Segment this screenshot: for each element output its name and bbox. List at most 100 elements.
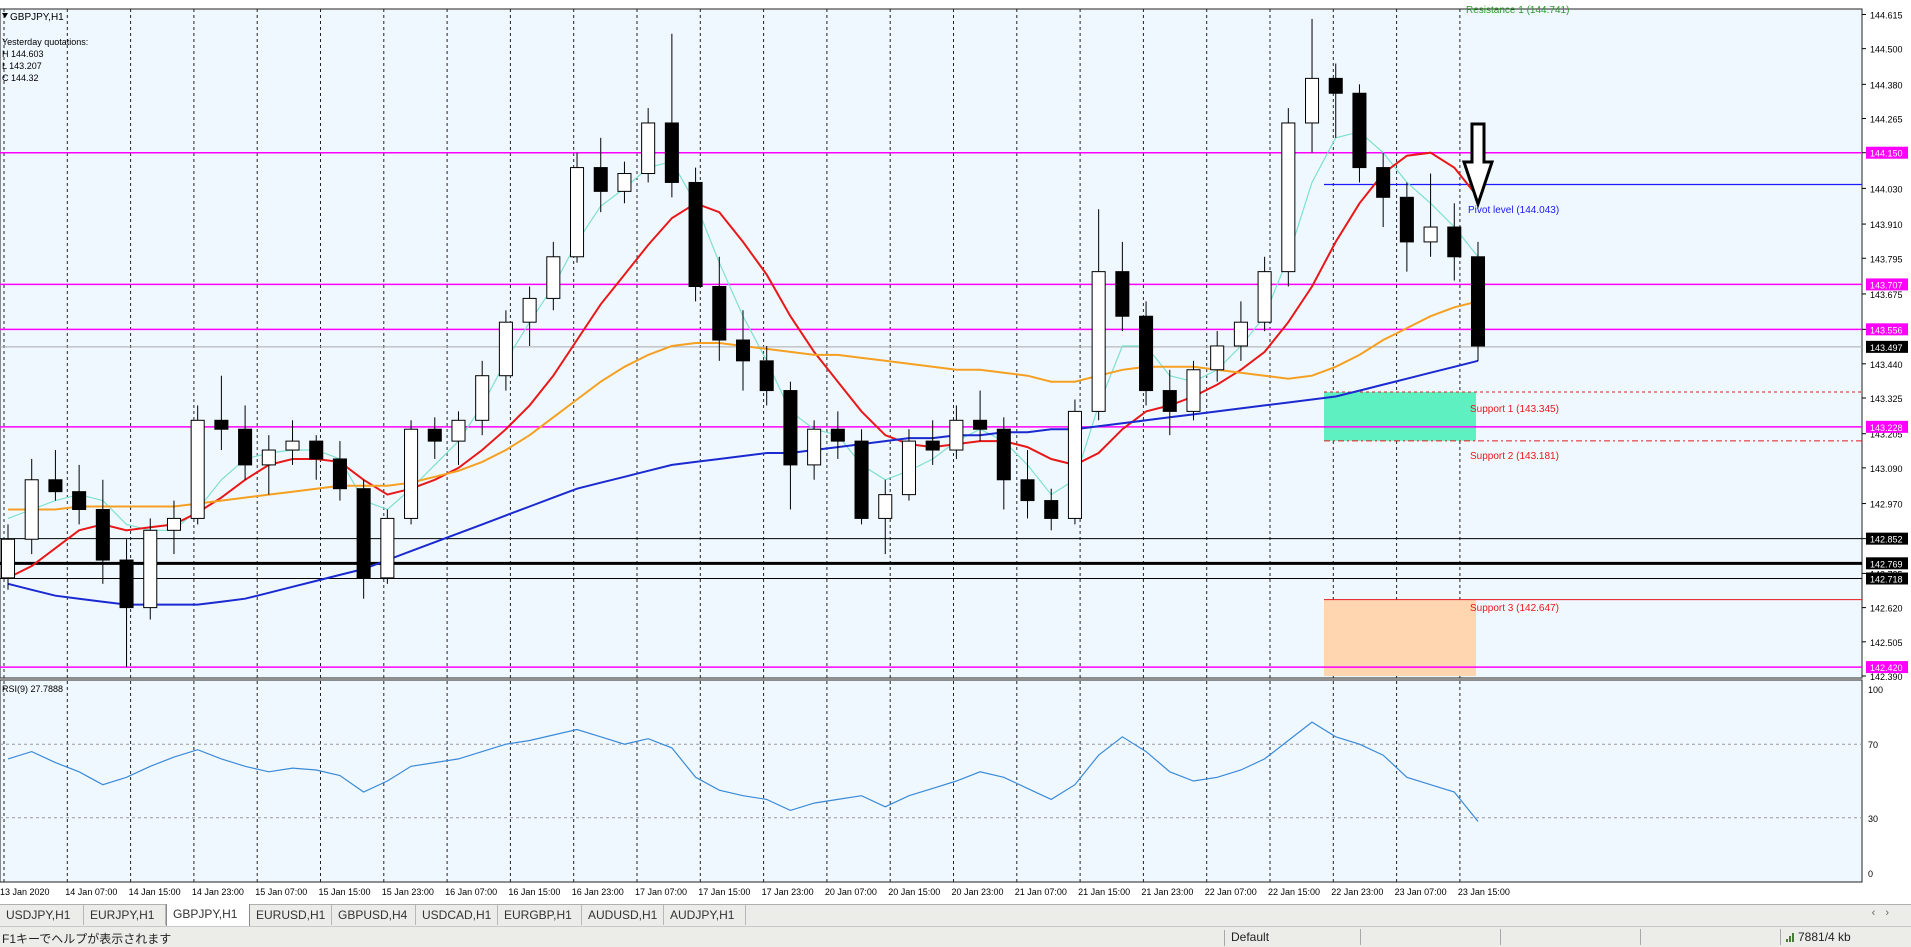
time-tick-label: 20 Jan 07:00 <box>825 887 877 897</box>
price-badge-label: 142.852 <box>1870 535 1903 545</box>
tab-gbpusd-h4[interactable]: GBPUSD,H4 <box>332 905 416 925</box>
price-panel-background[interactable] <box>0 8 1863 679</box>
price-badge-label: 142.718 <box>1870 574 1903 584</box>
candle-body <box>854 440 869 519</box>
price-badge <box>1866 340 1908 353</box>
candle-body <box>807 428 822 466</box>
time-tick-label: 21 Jan 15:00 <box>1078 887 1130 897</box>
candle-body <box>973 419 988 430</box>
candle-body <box>48 479 63 493</box>
candle-body <box>1376 167 1391 198</box>
rsi-panel-background[interactable] <box>0 679 1863 883</box>
tab-usdcad-h1[interactable]: USDCAD,H1 <box>416 905 498 925</box>
price-badge <box>1866 532 1908 545</box>
time-tick-label: 21 Jan 23:00 <box>1141 887 1193 897</box>
candle-body <box>570 167 585 258</box>
candle-body <box>688 181 703 288</box>
status-profile[interactable]: Default <box>1224 930 1269 946</box>
support3-label: Support 3 (142.647) <box>1470 603 1559 614</box>
price-tick-label: 142.620 <box>1870 604 1903 614</box>
vertical-grid <box>3 9 1461 882</box>
down-arrow-icon <box>1461 122 1495 209</box>
rsi-tick-label: 30 <box>1868 814 1878 824</box>
tab-eurusd-h1[interactable]: EURUSD,H1 <box>250 905 332 925</box>
time-tick-label: 16 Jan 23:00 <box>572 887 624 897</box>
candle-body <box>1281 122 1296 273</box>
price-tick-label: 142.390 <box>1870 672 1903 682</box>
status-separator <box>1780 929 1781 945</box>
candle-body <box>925 440 940 451</box>
time-tick-label: 22 Jan 15:00 <box>1268 887 1320 897</box>
candlesticks <box>0 18 1486 668</box>
tab-scroll-arrows-icon[interactable]: ‹› <box>1871 907 1899 919</box>
tab-eurgbp-h1[interactable]: EURGBP,H1 <box>498 905 582 925</box>
candle-body <box>404 428 419 519</box>
candle-body <box>593 167 608 192</box>
time-tick-label: 22 Jan 23:00 <box>1331 887 1383 897</box>
candle-body <box>95 509 110 561</box>
candle-body <box>143 529 158 609</box>
candle-body <box>1210 345 1225 371</box>
time-tick-label: 16 Jan 15:00 <box>508 887 560 897</box>
ma-line-3 <box>7 359 1479 606</box>
price-badge <box>1866 420 1908 433</box>
yesterday-label: Yesterday quotations: <box>2 37 88 47</box>
support3-zone <box>1324 599 1476 676</box>
price-badge-label: 142.769 <box>1870 559 1903 569</box>
rsi-indicator <box>0 721 1862 822</box>
yesterday-close: C 144.32 <box>2 73 39 83</box>
time-tick-label: 20 Jan 15:00 <box>888 887 940 897</box>
candle-body <box>617 173 632 192</box>
time-tick-label: 23 Jan 07:00 <box>1395 887 1447 897</box>
price-tick-label: 144.265 <box>1870 115 1903 125</box>
yesterday-low: L 143.207 <box>2 61 42 71</box>
candle-body <box>546 256 561 299</box>
collapse-triangle-icon[interactable] <box>2 13 8 18</box>
chart-area[interactable]: 144.615 144.500 144.380 144.265 144.150 144.0… <box>0 0 1911 904</box>
price-tick-label: 144.030 <box>1870 184 1903 194</box>
tab-eurjpy-h1[interactable]: EURJPY,H1 <box>84 905 166 925</box>
tab-audjpy-h1[interactable]: AUDJPY,H1 <box>664 905 746 925</box>
tab-gbpjpy-h1[interactable]: GBPJPY,H1 <box>166 904 250 926</box>
resistance1-label: Resistance 1 (144.741) <box>1466 5 1569 16</box>
symbol-title: GBPJPY,H1 <box>10 12 64 23</box>
time-tick-label: 17 Jan 15:00 <box>698 887 750 897</box>
time-tick-label: 14 Jan 15:00 <box>129 887 181 897</box>
price-badge-label: 143.707 <box>1870 280 1903 290</box>
candle-body <box>1470 256 1486 347</box>
candle-body <box>949 419 964 451</box>
time-tick-label: 14 Jan 23:00 <box>192 887 244 897</box>
candle-body <box>1115 271 1130 317</box>
candle-body <box>712 286 727 341</box>
time-tick-label: 20 Jan 23:00 <box>952 887 1004 897</box>
connection-bars-icon <box>1786 933 1795 942</box>
candle-body <box>830 428 845 442</box>
price-tick-label: 143.910 <box>1870 220 1903 230</box>
candle-body <box>1257 271 1272 323</box>
candle-body <box>1139 315 1154 392</box>
support-zone <box>1324 392 1476 441</box>
candle-body <box>783 390 798 466</box>
candle-body <box>214 419 229 430</box>
candle-body <box>1328 77 1343 94</box>
pivot-label: Pivot level (144.043) <box>1468 205 1559 216</box>
candle-body <box>1305 77 1320 124</box>
price-tick-label: 142.970 <box>1870 500 1903 510</box>
candle-body <box>356 488 371 579</box>
rsi-tick-label: 0 <box>1868 869 1873 879</box>
tab-audusd-h1[interactable]: AUDUSD,H1 <box>582 905 664 925</box>
rsi-line <box>7 721 1479 822</box>
candle-body <box>1020 479 1035 502</box>
tab-usdjpy-h1[interactable]: USDJPY,H1 <box>0 905 84 925</box>
price-tick-label: 143.440 <box>1870 360 1903 370</box>
price-tick-label: 142.505 <box>1870 638 1903 648</box>
time-tick-label: 15 Jan 23:00 <box>382 887 434 897</box>
candle-body <box>522 297 537 323</box>
candle-body <box>1091 271 1106 412</box>
price-badge <box>1866 323 1908 336</box>
rsi-tick-label: 100 <box>1868 685 1883 695</box>
candle-body <box>1067 410 1082 519</box>
price-badge <box>1866 661 1908 674</box>
price-tick-label: 143.675 <box>1870 290 1903 300</box>
candle-body <box>759 360 774 392</box>
